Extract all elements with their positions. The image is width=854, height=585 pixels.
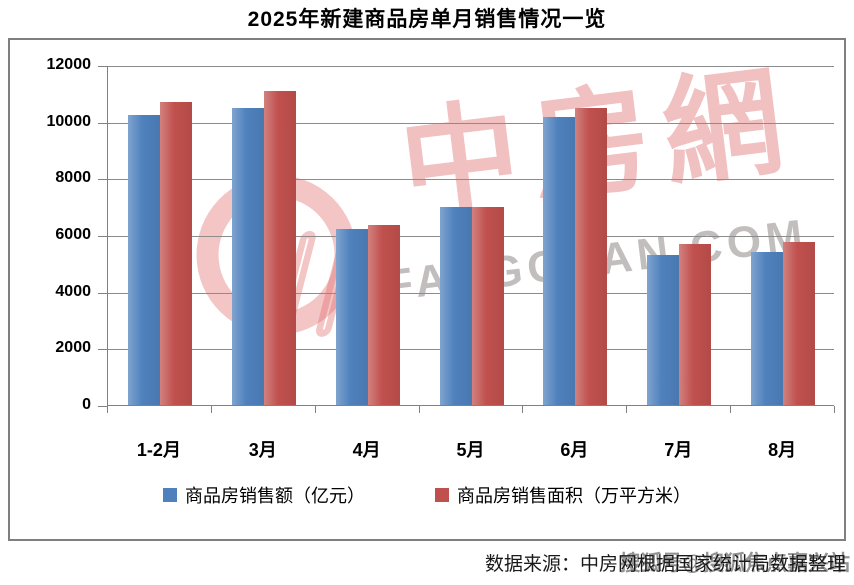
bar-sales-amount xyxy=(335,229,368,405)
bar-sales-amount xyxy=(127,114,160,405)
x-category-label: 3月 xyxy=(248,440,277,460)
bar-sales-amount xyxy=(439,206,472,405)
bar-sales-area xyxy=(367,225,400,405)
bar-shading xyxy=(231,107,264,405)
bar-sales-amount xyxy=(543,117,576,405)
x-category-label: 4月 xyxy=(352,440,381,460)
bar-shading xyxy=(439,206,472,405)
plot-area xyxy=(107,66,834,406)
y-tick-label: 0 xyxy=(82,396,91,413)
legend-swatch-blue xyxy=(163,488,177,502)
bar-shading xyxy=(127,114,160,405)
x-category-label: 7月 xyxy=(664,440,693,460)
bar-sales-area xyxy=(575,107,608,405)
bar-sales-amount xyxy=(231,107,264,405)
bar-shading xyxy=(367,225,400,405)
y-tick-label: 12000 xyxy=(46,56,92,73)
bar-shading xyxy=(647,254,680,405)
y-tick-mark xyxy=(98,179,107,181)
x-tick-mark xyxy=(626,406,628,413)
x-category-label: 6月 xyxy=(560,440,589,460)
bar-shading xyxy=(335,229,368,405)
y-tick-label: 6000 xyxy=(55,226,91,243)
bar-shading xyxy=(159,101,192,405)
y-tick-mark xyxy=(98,66,107,67)
x-category-label: 1-2月 xyxy=(136,440,181,460)
y-tick-mark xyxy=(98,406,107,407)
legend: 商品房销售额（亿元） 商品房销售面积（万平方米） xyxy=(10,480,844,510)
x-tick-mark xyxy=(210,406,212,413)
bar-sales-area xyxy=(263,90,296,405)
x-tick-mark xyxy=(314,406,316,413)
x-tick-mark xyxy=(730,406,732,413)
bar-sales-area xyxy=(471,206,504,405)
y-tick-mark xyxy=(98,292,107,294)
bar-shading xyxy=(679,243,712,405)
y-tick-mark xyxy=(98,236,107,237)
legend-item: 商品房销售额（亿元） xyxy=(163,482,365,508)
gridline xyxy=(108,66,834,67)
y-tick-label: 2000 xyxy=(55,339,91,357)
bar-shading xyxy=(751,252,784,405)
legend-swatch-red xyxy=(435,488,449,502)
legend-label: 商品房销售额（亿元） xyxy=(185,486,365,506)
x-axis-labels: 1-2月 3月 4月 5月 6月 7月 8月 xyxy=(107,436,834,462)
bar-shading xyxy=(471,206,504,405)
sohu-watermark: 搜狐号@搜狐焦点嘉兴站 xyxy=(619,552,850,575)
x-tick-mark xyxy=(107,406,108,413)
legend-item: 商品房销售面积（万平方米） xyxy=(435,482,691,508)
y-tick-label: 4000 xyxy=(55,282,91,300)
bar-shading xyxy=(575,107,608,405)
x-tick-mark xyxy=(834,406,835,413)
legend-label: 商品房销售面积（万平方米） xyxy=(457,486,691,506)
y-axis: 12000 10000 8000 6000 4000 2000 0 xyxy=(10,56,107,413)
gridline xyxy=(108,179,834,181)
source-row: 搜狐号@搜狐焦点嘉兴站 数据来源：中房网根据国家统计局数据整理 xyxy=(0,547,854,577)
bar-shading xyxy=(783,242,816,405)
bar-shading xyxy=(543,117,576,405)
bar-sales-amount xyxy=(751,252,784,405)
y-tick-mark xyxy=(98,349,107,351)
chart-container: 中房網 FANGCHAN.COM 12000100008000600040002… xyxy=(8,38,846,541)
bar-sales-area xyxy=(159,101,192,405)
y-tick-label: 8000 xyxy=(55,169,91,187)
bar-sales-amount xyxy=(647,254,680,405)
x-tick-mark xyxy=(418,406,420,413)
source-note: 数据来源：中房网根据国家统计局数据整理 xyxy=(484,554,846,575)
bar-shading xyxy=(263,90,296,405)
x-tick-mark xyxy=(522,406,524,413)
gridline xyxy=(108,122,834,124)
x-category-label: 8月 xyxy=(768,440,797,460)
chart-title: 2025年新建商品房单月销售情况一览 xyxy=(247,8,607,31)
bar-sales-area xyxy=(783,242,816,405)
x-category-label: 5月 xyxy=(456,440,485,460)
y-tick-mark xyxy=(98,122,107,124)
bar-sales-area xyxy=(679,243,712,405)
y-tick-label: 10000 xyxy=(46,112,92,130)
